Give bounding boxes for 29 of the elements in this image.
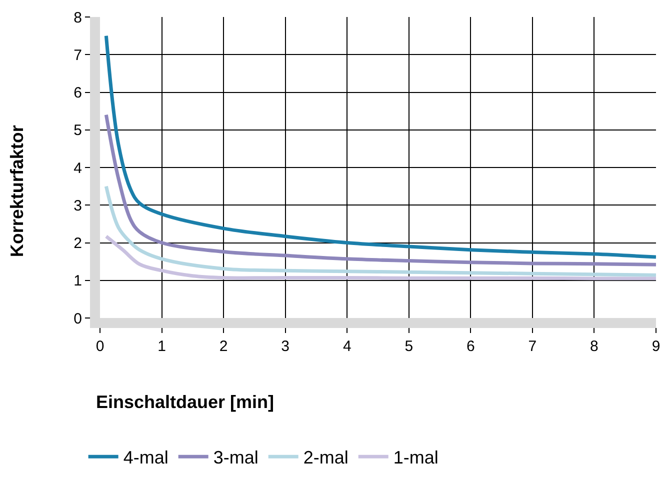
x-tick-label: 4: [342, 338, 352, 355]
x-tick-label: 2: [219, 338, 228, 355]
x-tick-label: 9: [652, 338, 660, 355]
y-tick-label: 8: [74, 9, 82, 26]
legend-label: 1-mal: [393, 448, 438, 468]
legend-label: 2-mal: [303, 448, 348, 468]
line-series: [104, 113, 656, 266]
y-tick-label: 2: [74, 235, 82, 252]
y-tick-label: 4: [74, 160, 82, 177]
legend-label: 4-mal: [123, 448, 168, 468]
legend-label: 3-mal: [213, 448, 258, 468]
x-tick-label: 0: [96, 338, 104, 355]
x-tick-label: 7: [528, 338, 537, 355]
line-series: [104, 34, 656, 259]
y-tick-label: 7: [74, 46, 82, 64]
line-series: [104, 184, 656, 277]
x-tick-label: 8: [590, 338, 598, 355]
x-tick-label: 3: [281, 338, 290, 355]
y-axis-title: Korrekturfaktor: [7, 125, 28, 258]
x-tick-label: 5: [404, 338, 414, 355]
y-tick-label: 3: [74, 197, 82, 214]
x-tick-label: 6: [466, 338, 475, 355]
y-tick-label: 0: [74, 310, 82, 328]
x-tick-label: 1: [158, 338, 166, 355]
y-tick-label: 1: [74, 272, 82, 290]
x-axis-title: Einschaltdauer [min]: [96, 392, 274, 412]
y-tick-label: 6: [74, 84, 82, 102]
line-series: [104, 234, 656, 280]
y-tick-label: 5: [74, 122, 82, 140]
